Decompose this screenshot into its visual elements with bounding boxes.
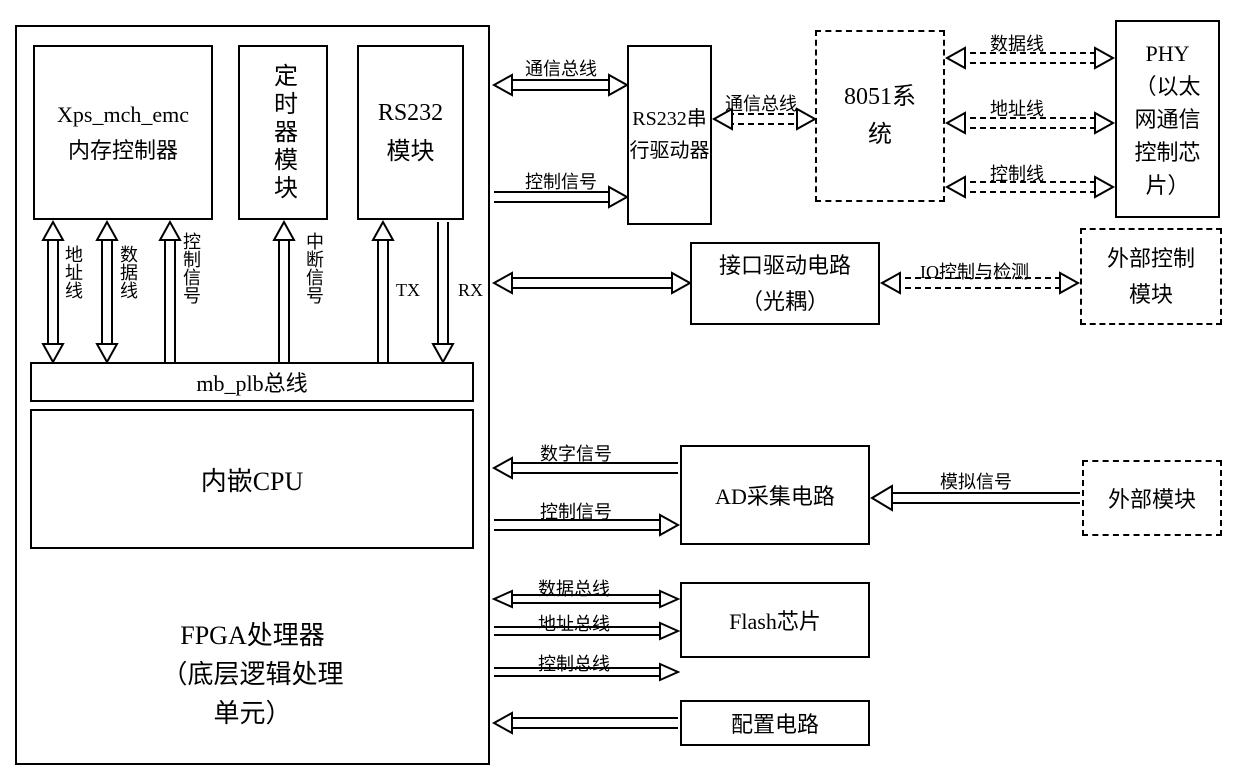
ctrl-sig1-label: 控制信号 [525, 168, 597, 194]
ext-mod-box: 外部模块 [1082, 460, 1222, 536]
int-sig-vlabel: 中断信号 [301, 232, 327, 304]
addr-line-label: 地址线 [990, 95, 1044, 121]
io-ctrl-label: IO控制与检测 [920, 258, 1029, 284]
arrow-config [494, 713, 678, 733]
ad-label: AD采集电路 [715, 479, 835, 511]
rs232-driver-label: RS232串行驱动器 [630, 103, 710, 167]
timer-label: 定时器模块 [266, 63, 301, 203]
arrow-if-drv [494, 273, 690, 293]
sys8051-box: 8051系统 [815, 30, 945, 202]
phy-box: PHY（以太网通信控制芯片） [1115, 20, 1220, 218]
addr-line-vlabel: 地址线 [60, 245, 86, 299]
addr-bus-label: 地址总线 [538, 610, 610, 636]
ctrl-bus-label: 控制总线 [538, 650, 610, 676]
ad-box: AD采集电路 [680, 445, 870, 545]
mb-plb-label: mb_plb总线 [196, 366, 307, 398]
ctrl-sig2-label: 控制信号 [540, 498, 612, 524]
fpga-label: FPGA处理器 （底层逻辑处理 单元） [161, 616, 343, 733]
data-bus-label: 数据总线 [538, 575, 610, 601]
ctrl-sig-vlabel: 控制信号 [178, 232, 204, 304]
comm-bus2-label: 通信总线 [725, 90, 797, 116]
comm-bus1-label: 通信总线 [525, 55, 597, 81]
ext-ctrl-label: 外部控制模块 [1107, 241, 1195, 311]
digital-label: 数字信号 [540, 440, 612, 466]
data-line-label: 数据线 [990, 30, 1044, 56]
ext-ctrl-box: 外部控制模块 [1080, 228, 1222, 325]
ext-mod-label: 外部模块 [1108, 482, 1196, 514]
ctrl-line-label: 控制线 [990, 160, 1044, 186]
rs232-mod-label: RS232模块 [378, 94, 443, 171]
rs232-driver-box: RS232串行驱动器 [627, 45, 712, 225]
mem-controller-label: Xps_mch_emc 内存控制器 [57, 97, 189, 167]
flash-box: Flash芯片 [680, 582, 870, 658]
rx-label: RX [458, 280, 483, 301]
timer-box: 定时器模块 [238, 45, 328, 220]
interface-driver-box: 接口驱动电路 （光耦） [690, 242, 880, 325]
mem-controller-box: Xps_mch_emc 内存控制器 [33, 45, 213, 220]
mb-plb-box: mb_plb总线 [30, 362, 474, 402]
config-label: 配置电路 [731, 707, 819, 739]
rs232-mod-box: RS232模块 [357, 45, 464, 220]
config-box: 配置电路 [680, 700, 870, 746]
analog-label: 模拟信号 [940, 468, 1012, 494]
tx-label: TX [396, 280, 420, 301]
flash-label: Flash芯片 [729, 604, 821, 636]
cpu-box: 内嵌CPU [30, 409, 474, 549]
cpu-label: 内嵌CPU [201, 461, 304, 498]
interface-driver-label: 接口驱动电路 （光耦） [719, 248, 851, 318]
phy-label: PHY（以太网通信控制芯片） [1134, 37, 1200, 202]
sys8051-label: 8051系统 [844, 78, 916, 155]
data-line-vlabel: 数据线 [115, 245, 141, 299]
